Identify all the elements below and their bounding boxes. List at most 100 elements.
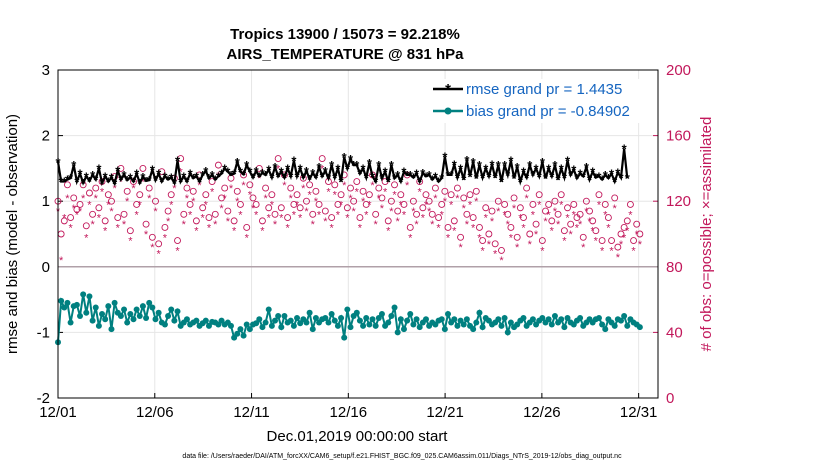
obs-possible-point — [120, 210, 128, 218]
obs-assimilated-point: * — [613, 203, 618, 215]
obs-assimilated-point: * — [458, 242, 463, 254]
obs-assimilated-point: * — [484, 213, 489, 225]
rmse-point: * — [266, 163, 272, 178]
bias-point — [127, 311, 134, 318]
obs-assimilated-point: * — [506, 219, 511, 231]
rmse-point: * — [213, 173, 219, 188]
rmse-point: * — [194, 169, 200, 184]
legend-bias-label: bias grand pr = -0.84902 — [466, 103, 630, 120]
rmse-point: * — [467, 169, 473, 184]
legend-bias-marker — [444, 107, 452, 115]
bias-point — [441, 326, 448, 333]
obs-assimilated-point: * — [260, 226, 265, 238]
bias-point — [183, 316, 190, 323]
x-tick-label: 12/11 — [233, 404, 269, 421]
rmse-point: * — [112, 176, 118, 191]
obs-possible-point — [494, 197, 502, 205]
bias-point — [422, 316, 429, 323]
obs-assimilated-point: * — [345, 213, 350, 225]
rmse-point: * — [521, 165, 527, 180]
obs-possible-point — [243, 223, 251, 231]
plot-area — [58, 70, 658, 398]
obs-possible-point — [507, 223, 515, 231]
rmse-point: * — [323, 164, 329, 179]
obs-assimilated-point: * — [163, 232, 168, 244]
rmse-point: * — [445, 168, 451, 183]
rmse-point: * — [515, 160, 521, 175]
obs-assimilated-point: * — [175, 245, 180, 257]
obs-assimilated-point: * — [348, 193, 353, 205]
bias-point — [61, 304, 68, 311]
obs-possible-point — [523, 184, 531, 192]
bias-point — [495, 316, 502, 323]
obs-assimilated-point: * — [518, 213, 523, 225]
obs-assimilated-point: * — [90, 219, 95, 231]
obs-possible-point — [258, 217, 266, 225]
obs-possible-point — [350, 197, 358, 205]
obs-assimilated-point: * — [273, 219, 278, 231]
rmse-point: * — [433, 169, 439, 184]
obs-possible-point — [491, 240, 499, 248]
rmse-point: * — [622, 142, 628, 157]
obs-possible-point — [133, 201, 141, 208]
obs-assimilated-point: * — [477, 232, 482, 244]
bias-point — [636, 324, 643, 331]
bias-point — [309, 326, 316, 333]
rmse-point: * — [150, 163, 156, 178]
rmse-point: * — [106, 175, 112, 190]
obs-possible-point — [221, 184, 229, 192]
bias-point — [290, 322, 297, 329]
rmse-point: * — [609, 167, 615, 182]
obs-possible-point — [249, 194, 257, 202]
rmse-point: * — [169, 171, 175, 186]
legend-rmse-label: rmse grand pr = 1.4435 — [466, 81, 622, 98]
obs-assimilated-point: * — [625, 226, 630, 238]
rmse-point: * — [96, 161, 102, 176]
obs-possible-point — [485, 230, 493, 238]
bias-point — [171, 317, 178, 324]
bias-point — [303, 319, 310, 326]
obs-possible-point — [167, 191, 175, 199]
obs-possible-point — [148, 233, 156, 241]
bias-point — [262, 319, 269, 326]
rmse-point: * — [178, 175, 184, 190]
bias-point — [479, 324, 486, 331]
y-right-tick-label: 120 — [666, 193, 691, 210]
obs-possible-point — [224, 207, 232, 215]
bias-point — [369, 316, 376, 323]
obs-assimilated-point: * — [452, 226, 457, 238]
obs-possible-point — [177, 155, 185, 163]
obs-assimilated-point: * — [78, 206, 83, 218]
rmse-point: * — [109, 171, 115, 186]
bias-point — [108, 326, 115, 333]
rmse-point: * — [272, 160, 278, 175]
rmse-point: * — [304, 164, 310, 179]
rmse-point: * — [405, 168, 411, 183]
obs-assimilated-point: * — [499, 255, 504, 267]
obs-possible-point — [321, 207, 329, 215]
y-left-tick-label: 0 — [42, 259, 50, 276]
obs-assimilated-point: * — [411, 206, 416, 218]
legend-rmse-marker: * — [445, 81, 451, 98]
rmse-point: * — [411, 171, 417, 186]
obs-assimilated-point: * — [502, 209, 507, 221]
bias-point — [561, 324, 568, 331]
obs-assimilated-point: * — [84, 232, 89, 244]
bias-point — [507, 319, 514, 326]
rmse-point: * — [546, 161, 552, 176]
obs-assimilated-point: * — [597, 199, 602, 211]
obs-possible-point — [343, 204, 351, 212]
rmse-point: * — [122, 168, 128, 183]
obs-possible-point — [611, 194, 619, 202]
obs-possible-point — [542, 207, 549, 215]
obs-possible-point — [246, 181, 254, 189]
obs-possible-point — [589, 217, 597, 225]
rmse-point: * — [90, 168, 96, 183]
obs-assimilated-point: * — [263, 193, 268, 205]
rmse-point: * — [159, 175, 165, 190]
obs-assimilated-point: * — [424, 199, 429, 211]
rmse-point: * — [203, 164, 209, 179]
rmse-point: * — [458, 161, 464, 176]
obs-assimilated-point: * — [191, 196, 196, 208]
